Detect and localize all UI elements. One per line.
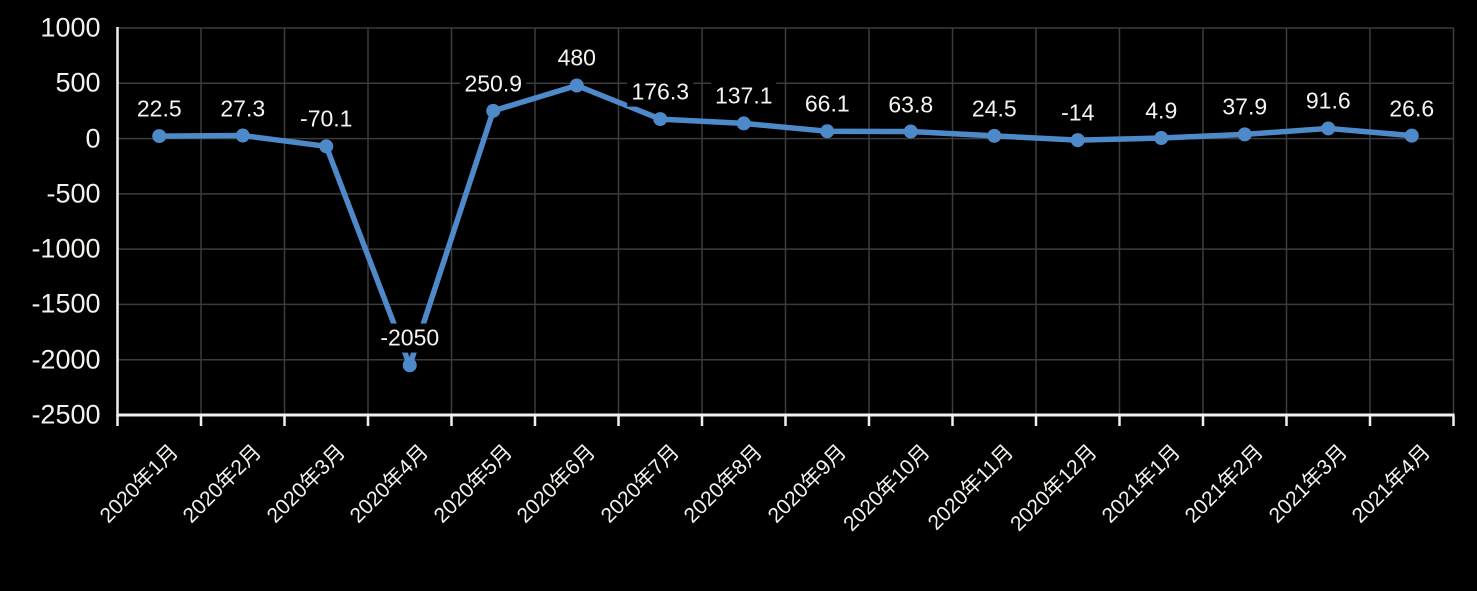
series-line xyxy=(156,82,1415,368)
y-axis-tick-label: 0 xyxy=(85,123,101,154)
data-point-marker xyxy=(402,358,417,373)
y-axis-tick-label: 1000 xyxy=(40,12,101,43)
data-label: 63.8 xyxy=(884,90,938,119)
data-label: 250.9 xyxy=(460,69,527,98)
data-label: 176.3 xyxy=(627,77,694,107)
data-label: 137.1 xyxy=(710,81,777,111)
data-point-marker xyxy=(486,103,501,118)
y-axis-tick-label: -2000 xyxy=(31,344,101,375)
data-point-marker xyxy=(1154,131,1169,146)
data-point-marker xyxy=(987,128,1002,143)
data-label: 4.9 xyxy=(1141,96,1182,126)
data-label: -2050 xyxy=(376,323,444,353)
data-point-marker xyxy=(903,124,918,139)
y-axis-tick-label: -500 xyxy=(46,178,101,209)
data-point-marker xyxy=(1070,133,1085,148)
data-point-marker xyxy=(152,129,167,144)
data-point-marker xyxy=(1237,127,1252,142)
data-point-marker xyxy=(736,116,751,131)
data-point-marker xyxy=(319,139,334,154)
y-axis-tick-label: -1500 xyxy=(31,288,101,319)
data-point-marker xyxy=(1404,128,1419,143)
data-label: 24.5 xyxy=(967,94,1021,123)
data-point-marker xyxy=(1321,121,1336,136)
data-label: -70.1 xyxy=(296,104,357,134)
y-axis-tick-label: -2500 xyxy=(31,399,101,430)
data-label: 37.9 xyxy=(1218,92,1272,122)
data-label: 66.1 xyxy=(800,89,854,119)
data-label: 480 xyxy=(553,44,600,73)
data-point-marker xyxy=(569,78,584,93)
data-label: 91.6 xyxy=(1301,87,1355,116)
data-label: -14 xyxy=(1057,98,1099,128)
data-label: 27.3 xyxy=(216,94,270,123)
y-axis-tick-label: 500 xyxy=(55,67,101,98)
data-point-marker xyxy=(820,124,835,139)
data-point-marker xyxy=(653,112,668,127)
data-point-marker xyxy=(235,128,250,143)
y-axis-tick-label: -1000 xyxy=(31,233,101,264)
data-label: 22.5 xyxy=(132,94,186,124)
data-label: 26.6 xyxy=(1385,94,1439,123)
